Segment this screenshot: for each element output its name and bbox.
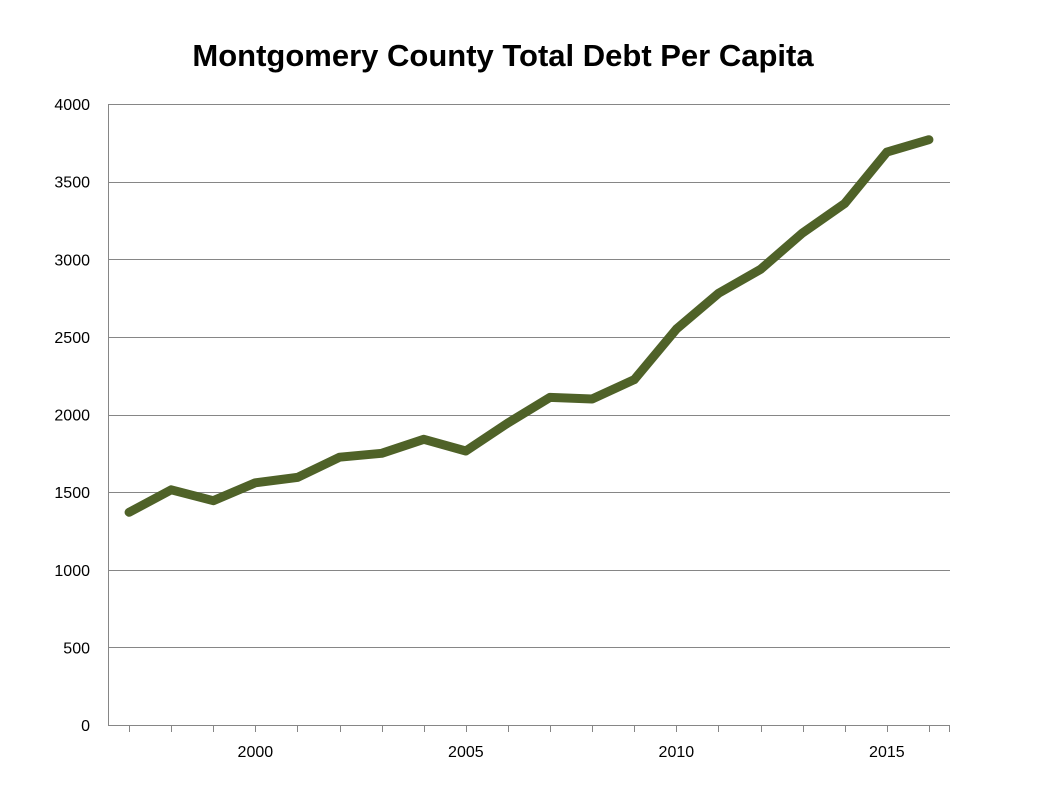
y-tick-label: 0 bbox=[81, 718, 90, 735]
y-tick-label: 500 bbox=[63, 640, 90, 657]
x-tick-label: 2005 bbox=[448, 744, 484, 761]
chart-title: Montgomery County Total Debt Per Capita bbox=[192, 38, 814, 73]
series-line bbox=[124, 135, 934, 517]
y-tick-label: 1000 bbox=[54, 563, 90, 580]
y-tick-label: 4000 bbox=[54, 97, 90, 114]
y-tick-label: 3500 bbox=[54, 175, 90, 192]
y-tick-label: 3000 bbox=[54, 252, 90, 269]
x-tick-label: 2010 bbox=[659, 744, 695, 761]
x-tick-label: 2000 bbox=[238, 744, 274, 761]
y-tick-label: 2000 bbox=[54, 408, 90, 425]
x-tick-label: 2015 bbox=[869, 744, 905, 761]
y-tick-label: 1500 bbox=[54, 485, 90, 502]
y-tick-label: 2500 bbox=[54, 330, 90, 347]
